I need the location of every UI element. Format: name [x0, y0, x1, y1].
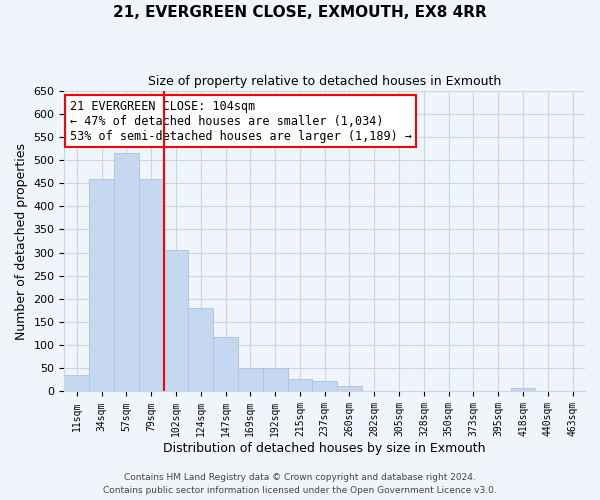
Text: 21 EVERGREEN CLOSE: 104sqm
← 47% of detached houses are smaller (1,034)
53% of s: 21 EVERGREEN CLOSE: 104sqm ← 47% of deta…	[70, 100, 412, 142]
Bar	[164, 250, 188, 392]
Bar	[313, 382, 337, 392]
Bar	[64, 376, 89, 392]
Bar	[287, 378, 313, 392]
Title: Size of property relative to detached houses in Exmouth: Size of property relative to detached ho…	[148, 75, 502, 88]
Y-axis label: Number of detached properties: Number of detached properties	[15, 142, 28, 340]
Bar	[337, 386, 362, 392]
Bar	[511, 388, 535, 392]
Text: Contains HM Land Registry data © Crown copyright and database right 2024.
Contai: Contains HM Land Registry data © Crown c…	[103, 474, 497, 495]
Text: 21, EVERGREEN CLOSE, EXMOUTH, EX8 4RR: 21, EVERGREEN CLOSE, EXMOUTH, EX8 4RR	[113, 5, 487, 20]
Bar	[114, 153, 139, 392]
Bar	[238, 368, 263, 392]
Bar	[263, 368, 287, 392]
Bar	[139, 178, 164, 392]
Bar	[213, 338, 238, 392]
Bar	[89, 178, 114, 392]
Bar	[188, 308, 213, 392]
X-axis label: Distribution of detached houses by size in Exmouth: Distribution of detached houses by size …	[163, 442, 486, 455]
